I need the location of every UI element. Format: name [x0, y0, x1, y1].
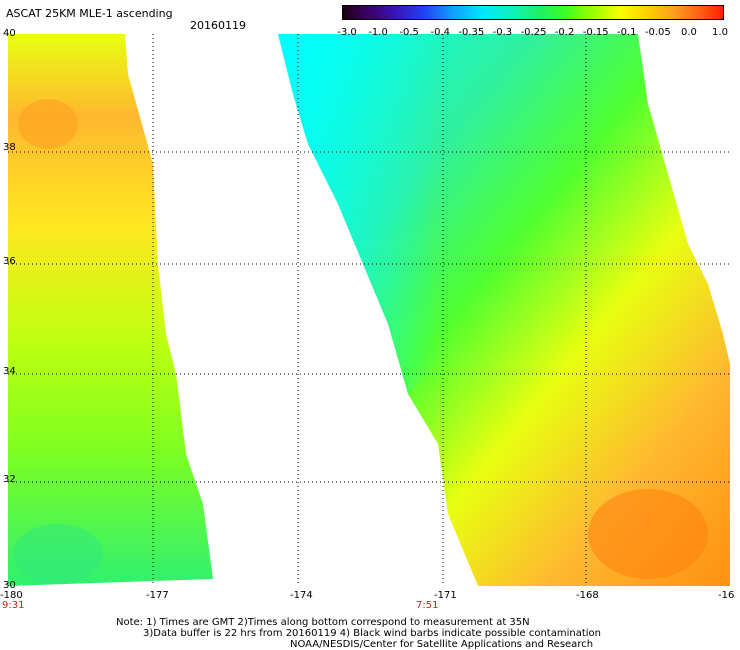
note-line-3: NOAA/NESDIS/Center for Satellite Applica… [290, 639, 594, 650]
longitude-label: -168 [576, 590, 599, 601]
time-label-left: 9:31 [2, 600, 25, 611]
note-line-1: Note: 1) Times are GMT 2)Times along bot… [116, 617, 530, 628]
colorbar-tick-label: -0.35 [458, 27, 485, 38]
orange-patch [18, 99, 78, 149]
colorbar-tick-label: -0.25 [520, 27, 547, 38]
colorbar-tick-label: -0.4 [430, 27, 451, 38]
time-label-mid: 7:51 [416, 600, 439, 611]
cyan-region [278, 34, 438, 394]
colorbar [342, 5, 724, 20]
colorbar-tick-label: 1.0 [712, 27, 728, 38]
longitude-label: -177 [146, 590, 169, 601]
latitude-label: 38 [3, 142, 16, 153]
map-title: ASCAT 25KM MLE-1 ascending [6, 7, 173, 20]
colorbar-tick-label: 0.0 [680, 27, 697, 38]
orange-patch [588, 489, 708, 579]
latitude-label: 36 [3, 256, 16, 267]
latitude-label: 32 [3, 474, 16, 485]
swath-map [8, 34, 730, 586]
colorbar-tick-label: -0.2 [554, 27, 575, 38]
colorbar-tick-label: -0.5 [399, 27, 419, 38]
grid [8, 34, 730, 586]
green-patch [13, 524, 103, 584]
colorbar-tick-label: -0.1 [616, 27, 637, 38]
colorbar-tick-label: -0.05 [644, 27, 671, 38]
longitude-label: -171 [434, 590, 457, 601]
colorbar-tick-label: -3.0 [337, 27, 357, 38]
longitude-label: -16 [718, 590, 735, 601]
latitude-label: 30 [3, 580, 16, 591]
map-date: 20160119 [190, 19, 246, 32]
colorbar-tick-label: -0.3 [492, 27, 513, 38]
note-line-2: 3)Data buffer is 22 hrs from 20160119 4)… [143, 628, 601, 639]
left-swath [8, 34, 213, 586]
latitude-label: 34 [3, 366, 16, 377]
colorbar-tick-label: -1.0 [368, 27, 388, 38]
latitude-label: 40 [3, 28, 16, 39]
colorbar-tick-label: -0.15 [582, 27, 609, 38]
longitude-label: -180 [0, 590, 23, 601]
longitude-label: -174 [290, 590, 313, 601]
